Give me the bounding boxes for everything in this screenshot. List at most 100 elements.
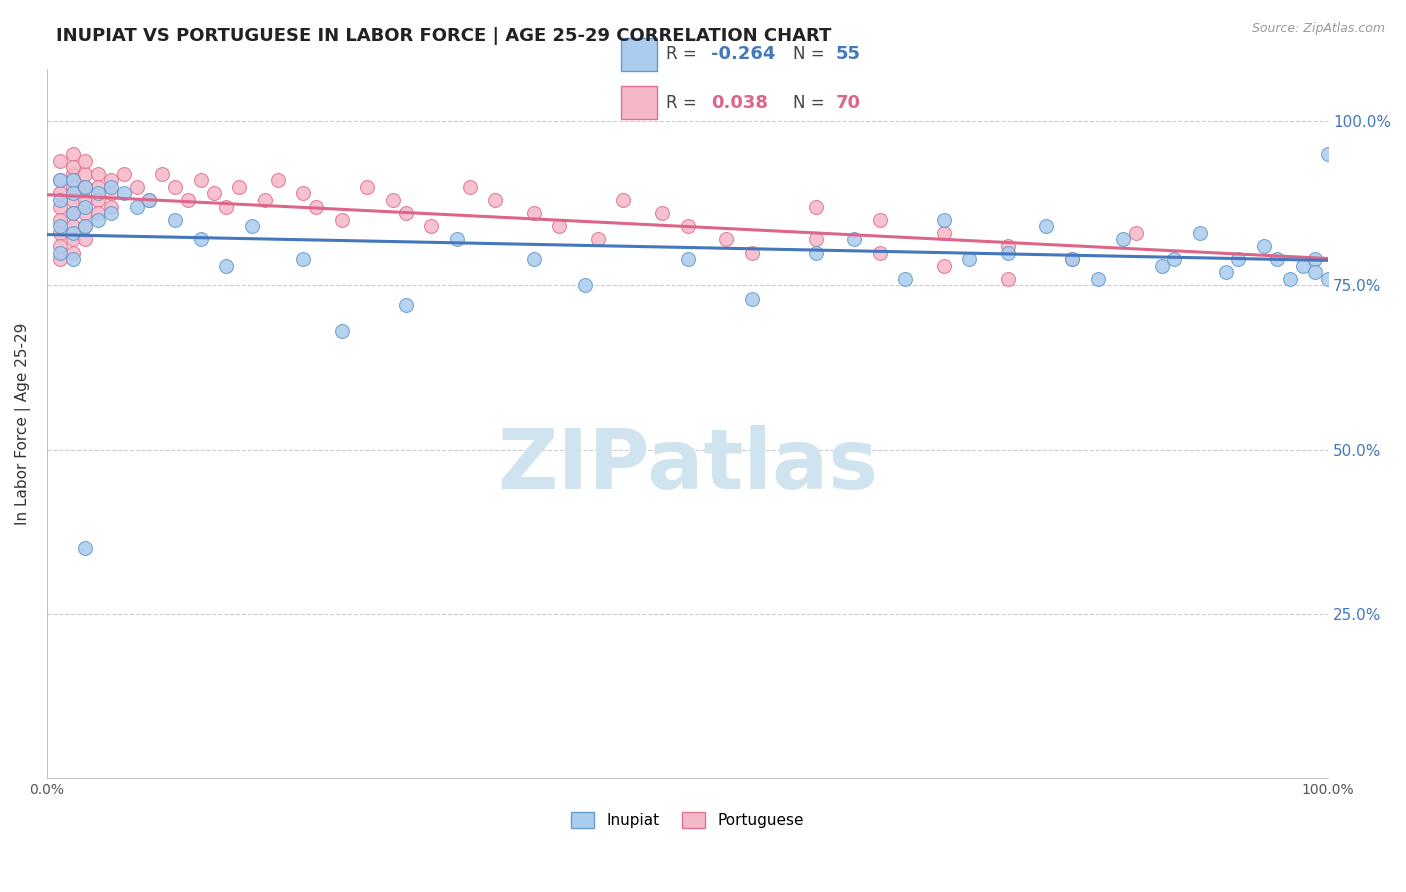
FancyBboxPatch shape xyxy=(620,87,657,119)
Legend: Inupiat, Portuguese: Inupiat, Portuguese xyxy=(565,806,810,834)
Point xyxy=(1150,259,1173,273)
Point xyxy=(62,173,84,187)
Point xyxy=(1060,252,1083,266)
Point xyxy=(676,219,699,234)
Point xyxy=(75,232,97,246)
Point xyxy=(49,173,72,187)
Point xyxy=(125,200,148,214)
Point xyxy=(997,245,1019,260)
Point xyxy=(932,259,955,273)
Text: ZIPatlas: ZIPatlas xyxy=(498,425,879,507)
Point xyxy=(957,252,980,266)
Point xyxy=(100,186,122,201)
Point xyxy=(75,167,97,181)
Point xyxy=(49,219,72,234)
Point xyxy=(49,226,72,240)
Point xyxy=(842,232,865,246)
Point xyxy=(202,186,225,201)
Point xyxy=(75,200,97,214)
Point xyxy=(804,245,827,260)
Text: 70: 70 xyxy=(835,94,860,112)
Point xyxy=(292,186,315,201)
Point xyxy=(75,153,97,168)
Point xyxy=(62,193,84,207)
Point xyxy=(75,179,97,194)
Point xyxy=(49,186,72,201)
Point xyxy=(62,186,84,201)
Point xyxy=(458,179,481,194)
Text: -0.264: -0.264 xyxy=(711,45,776,63)
Point xyxy=(997,272,1019,286)
Point xyxy=(75,541,97,556)
Point xyxy=(1278,272,1301,286)
Point xyxy=(305,200,328,214)
Point xyxy=(100,200,122,214)
FancyBboxPatch shape xyxy=(620,38,657,70)
Point xyxy=(62,245,84,260)
Point xyxy=(932,226,955,240)
Point xyxy=(1087,272,1109,286)
Point xyxy=(138,193,160,207)
Point xyxy=(49,173,72,187)
Point xyxy=(266,173,288,187)
Point xyxy=(330,324,353,338)
Point xyxy=(1305,265,1327,279)
Point xyxy=(1215,265,1237,279)
Point xyxy=(714,232,737,246)
Point xyxy=(869,212,891,227)
Point xyxy=(49,239,72,253)
Point xyxy=(49,212,72,227)
Point xyxy=(1163,252,1185,266)
Point xyxy=(87,167,110,181)
Point xyxy=(523,252,546,266)
Point xyxy=(165,212,187,227)
Point xyxy=(1291,259,1313,273)
Point xyxy=(356,179,378,194)
Point xyxy=(75,179,97,194)
Point xyxy=(62,219,84,234)
Point xyxy=(804,200,827,214)
Point xyxy=(484,193,506,207)
Text: 55: 55 xyxy=(835,45,860,63)
Point xyxy=(651,206,673,220)
Point xyxy=(49,200,72,214)
Point xyxy=(612,193,634,207)
Point xyxy=(62,252,84,266)
Point xyxy=(932,212,955,227)
Point xyxy=(215,200,238,214)
Point xyxy=(586,232,609,246)
Point xyxy=(240,219,263,234)
Point xyxy=(548,219,571,234)
Point xyxy=(190,232,212,246)
Point xyxy=(1305,252,1327,266)
Point xyxy=(75,193,97,207)
Point xyxy=(1112,232,1135,246)
Point xyxy=(190,173,212,187)
Text: R =: R = xyxy=(666,94,702,112)
Point xyxy=(741,245,763,260)
Point xyxy=(574,278,596,293)
Text: N =: N = xyxy=(793,45,830,63)
Point xyxy=(1125,226,1147,240)
Point xyxy=(100,173,122,187)
Point xyxy=(395,298,418,312)
Point xyxy=(75,219,97,234)
Point xyxy=(804,232,827,246)
Point xyxy=(869,245,891,260)
Point xyxy=(894,272,917,286)
Point xyxy=(1227,252,1250,266)
Point xyxy=(75,219,97,234)
Point xyxy=(330,212,353,227)
Point xyxy=(997,239,1019,253)
Point xyxy=(1253,239,1275,253)
Point xyxy=(741,292,763,306)
Point xyxy=(49,153,72,168)
Point xyxy=(381,193,404,207)
Point xyxy=(138,193,160,207)
Point xyxy=(62,147,84,161)
Point xyxy=(676,252,699,266)
Text: N =: N = xyxy=(793,94,830,112)
Point xyxy=(165,179,187,194)
Point xyxy=(87,212,110,227)
Text: Source: ZipAtlas.com: Source: ZipAtlas.com xyxy=(1251,22,1385,36)
